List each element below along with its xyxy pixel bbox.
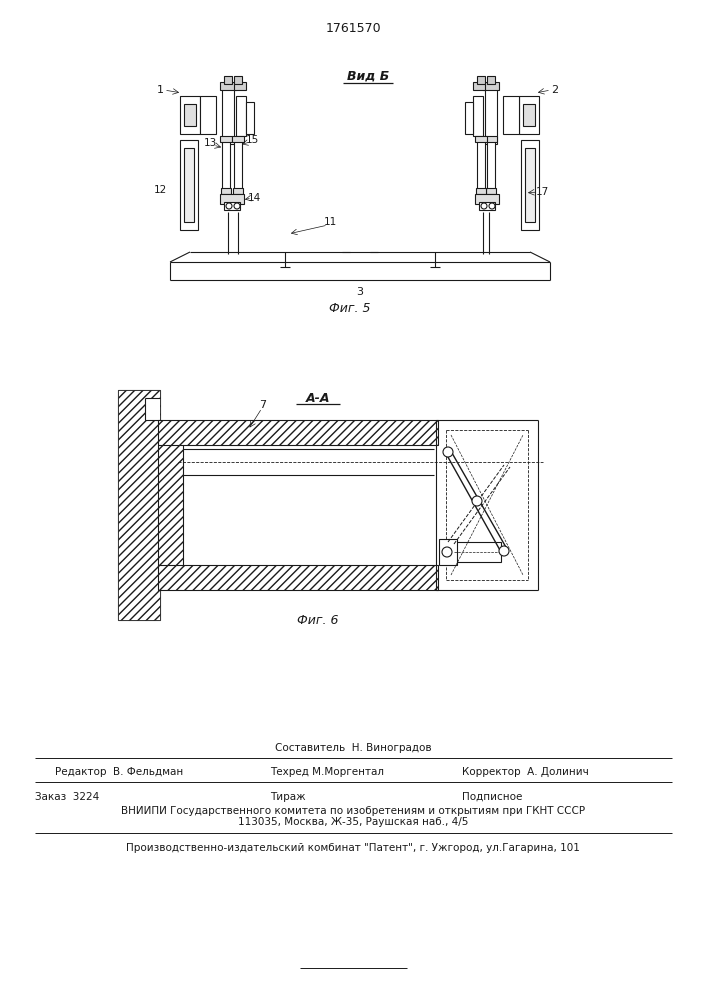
Circle shape	[443, 447, 453, 457]
Text: 113035, Москва, Ж-35, Раушская наб., 4/5: 113035, Москва, Ж-35, Раушская наб., 4/5	[238, 817, 468, 827]
Text: А-А: А-А	[305, 391, 330, 404]
Circle shape	[499, 546, 509, 556]
Text: Редактор  В. Фельдман: Редактор В. Фельдман	[55, 767, 183, 777]
Text: 15: 15	[245, 135, 259, 145]
Bar	[232, 136, 244, 142]
Bar	[519, 96, 539, 134]
Bar	[158, 445, 183, 565]
Circle shape	[481, 203, 487, 209]
Circle shape	[472, 496, 482, 506]
Text: Составитель  Н. Виноградов: Составитель Н. Виноградов	[275, 743, 431, 753]
Text: Производственно-издательский комбинат "Патент", г. Ужгород, ул.Гагарина, 101: Производственно-издательский комбинат "П…	[126, 843, 580, 853]
Bar	[485, 86, 497, 144]
Bar	[224, 202, 240, 210]
Text: 1761570: 1761570	[325, 21, 381, 34]
Bar	[222, 140, 230, 190]
Bar	[118, 390, 160, 620]
Text: ВНИИПИ Государственного комитета по изобретениям и открытиям при ГКНТ СССР: ВНИИПИ Государственного комитета по изоб…	[121, 806, 585, 816]
Bar	[439, 539, 457, 565]
Bar	[180, 140, 198, 230]
Bar	[485, 136, 497, 142]
Bar	[475, 194, 499, 204]
Text: Фиг. 6: Фиг. 6	[297, 613, 339, 626]
Bar	[473, 82, 485, 90]
Bar	[477, 140, 485, 190]
Bar	[523, 104, 535, 126]
Text: 7: 7	[259, 400, 267, 410]
Circle shape	[234, 203, 240, 209]
Bar	[246, 102, 254, 134]
Bar	[234, 76, 242, 84]
Text: 11: 11	[323, 217, 337, 227]
Text: 12: 12	[153, 185, 167, 195]
Bar	[487, 76, 495, 84]
Bar	[483, 82, 499, 90]
Text: 3: 3	[356, 287, 363, 297]
Bar	[184, 148, 194, 222]
Text: Подписное: Подписное	[462, 792, 522, 802]
Bar	[479, 202, 495, 210]
Bar	[234, 82, 246, 90]
Text: 17: 17	[535, 187, 549, 197]
Text: Тираж: Тираж	[270, 792, 305, 802]
Bar	[184, 104, 196, 126]
Bar	[222, 86, 234, 144]
Text: 13: 13	[204, 138, 216, 148]
Circle shape	[489, 203, 495, 209]
Bar	[503, 96, 519, 134]
Bar	[220, 136, 232, 142]
Bar	[145, 398, 160, 420]
Bar	[233, 188, 243, 194]
Bar	[477, 76, 485, 84]
Bar	[180, 96, 200, 134]
Bar	[158, 420, 438, 445]
Bar	[454, 542, 501, 562]
Bar	[220, 194, 244, 204]
Circle shape	[442, 547, 452, 557]
Text: 2: 2	[551, 85, 559, 95]
Text: Корректор  А. Долинич: Корректор А. Долинич	[462, 767, 589, 777]
Text: Фиг. 5: Фиг. 5	[329, 302, 370, 314]
Bar	[476, 188, 486, 194]
Bar	[465, 102, 473, 134]
Bar	[473, 96, 483, 136]
Text: Вид Б: Вид Б	[347, 70, 389, 83]
Bar	[236, 96, 246, 136]
Bar	[487, 140, 495, 190]
Bar	[158, 565, 438, 590]
Text: 14: 14	[247, 193, 261, 203]
Bar	[234, 140, 242, 190]
Text: Техред М.Моргентал: Техред М.Моргентал	[270, 767, 384, 777]
Bar	[525, 148, 535, 222]
Text: 1: 1	[156, 85, 163, 95]
Bar	[221, 188, 231, 194]
Bar	[486, 188, 496, 194]
Bar	[220, 82, 236, 90]
Bar	[224, 76, 232, 84]
Bar	[521, 140, 539, 230]
Circle shape	[226, 203, 232, 209]
Bar	[475, 136, 487, 142]
Text: Заказ  3224: Заказ 3224	[35, 792, 99, 802]
Bar	[200, 96, 216, 134]
